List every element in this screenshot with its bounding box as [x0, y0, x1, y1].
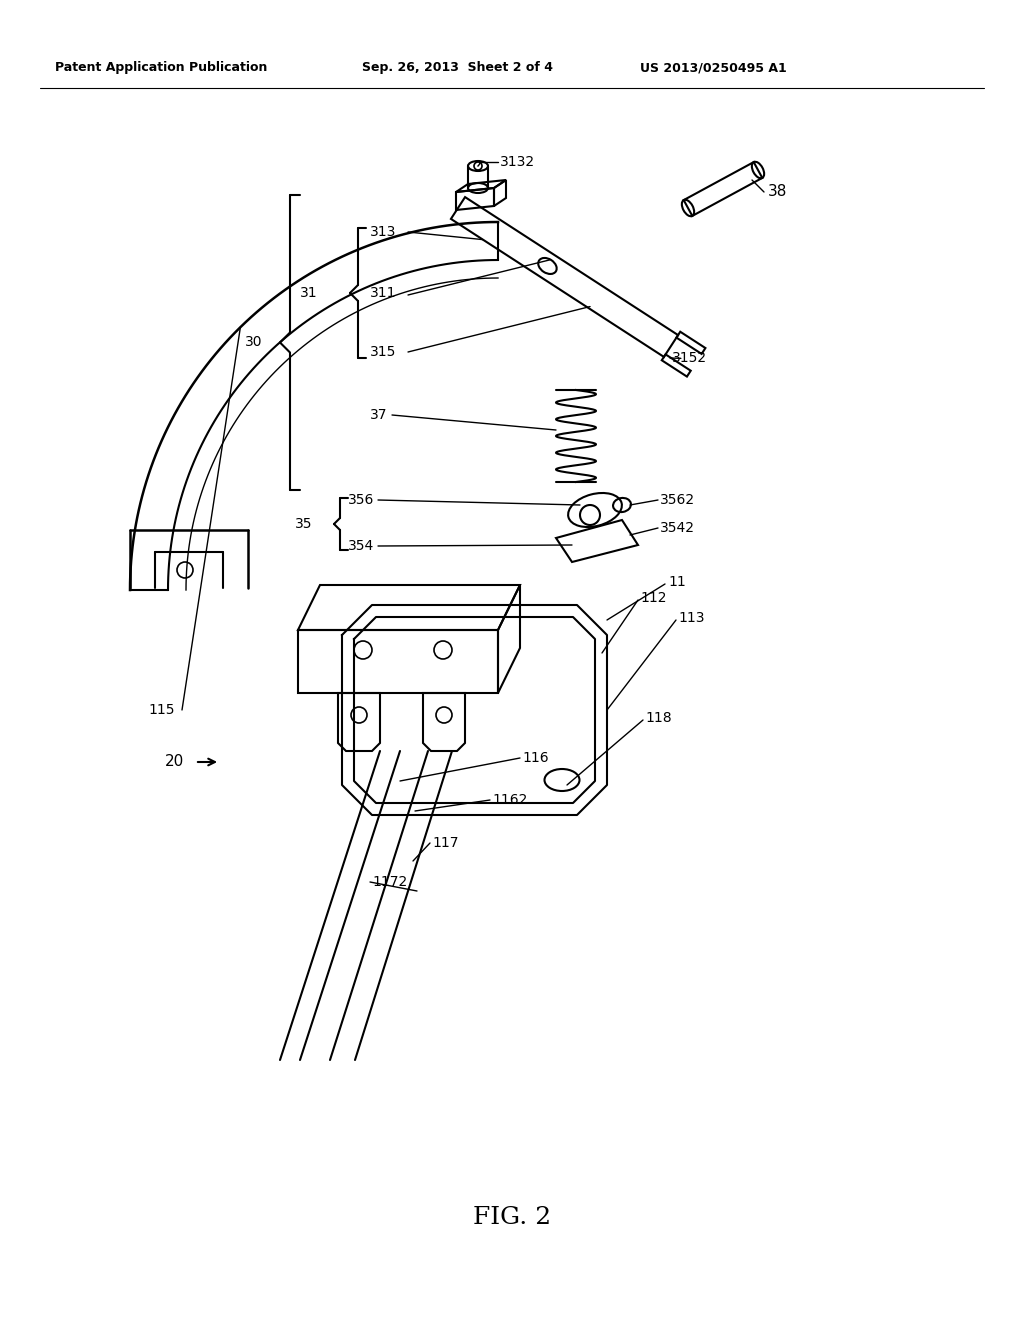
Text: 118: 118	[645, 711, 672, 725]
Text: 3132: 3132	[500, 154, 536, 169]
Text: Patent Application Publication: Patent Application Publication	[55, 62, 267, 74]
Text: 356: 356	[348, 492, 375, 507]
Text: Sep. 26, 2013  Sheet 2 of 4: Sep. 26, 2013 Sheet 2 of 4	[362, 62, 553, 74]
Text: 116: 116	[522, 751, 549, 766]
Text: 30: 30	[245, 335, 262, 350]
Text: 354: 354	[348, 539, 374, 553]
Text: 1162: 1162	[492, 793, 527, 807]
Text: 3542: 3542	[660, 521, 695, 535]
Text: 38: 38	[768, 185, 787, 199]
Text: US 2013/0250495 A1: US 2013/0250495 A1	[640, 62, 786, 74]
Text: 311: 311	[370, 286, 396, 300]
Text: 1172: 1172	[372, 875, 408, 888]
Text: 313: 313	[370, 224, 396, 239]
Text: 3562: 3562	[660, 492, 695, 507]
Text: 11: 11	[668, 576, 686, 589]
Text: 113: 113	[678, 611, 705, 624]
Text: 112: 112	[640, 591, 667, 605]
Text: 37: 37	[370, 408, 387, 422]
Text: 115: 115	[148, 704, 174, 717]
Text: 31: 31	[300, 286, 318, 300]
Text: 3152: 3152	[672, 351, 708, 366]
Text: 315: 315	[370, 345, 396, 359]
Text: 35: 35	[295, 517, 312, 531]
Text: 20: 20	[165, 755, 184, 770]
Text: 117: 117	[432, 836, 459, 850]
Text: FIG. 2: FIG. 2	[473, 1206, 551, 1229]
